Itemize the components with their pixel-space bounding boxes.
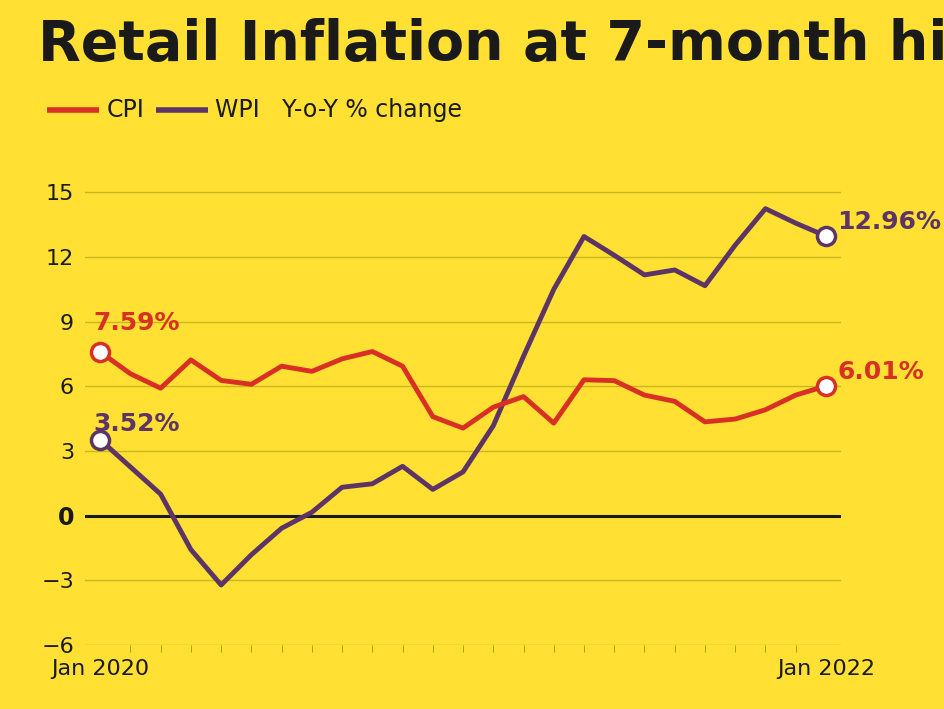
Text: Retail Inflation at 7-month high: Retail Inflation at 7-month high bbox=[38, 18, 944, 72]
Text: CPI: CPI bbox=[107, 98, 144, 122]
Text: 3.52%: 3.52% bbox=[93, 413, 179, 437]
Text: 7.59%: 7.59% bbox=[93, 311, 179, 335]
Text: 12.96%: 12.96% bbox=[836, 210, 940, 234]
Text: 6.01%: 6.01% bbox=[836, 360, 923, 384]
Text: WPI   Y-o-Y % change: WPI Y-o-Y % change bbox=[215, 98, 462, 122]
